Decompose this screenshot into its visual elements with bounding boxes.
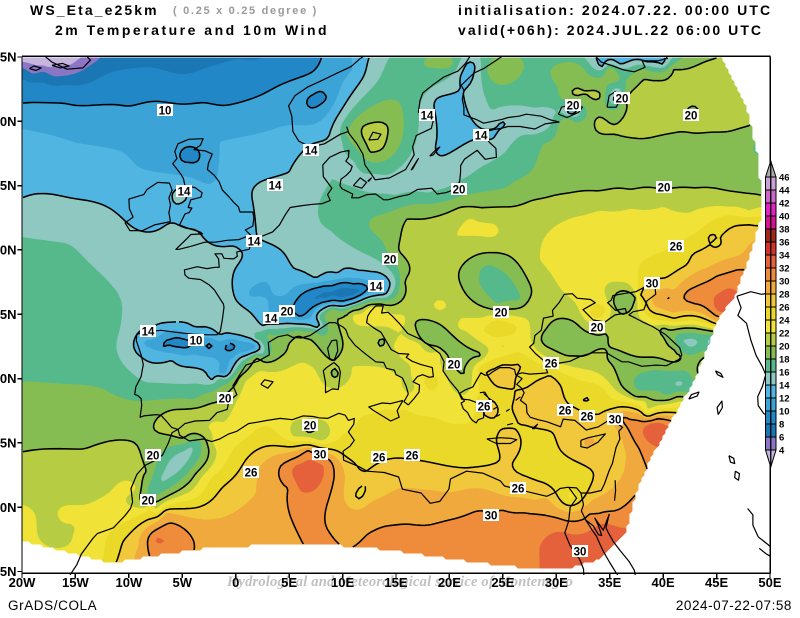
svg-text:26: 26 <box>373 452 386 464</box>
svg-text:26: 26 <box>245 467 258 479</box>
svg-text:20: 20 <box>219 393 232 405</box>
svg-text:14: 14 <box>370 281 383 293</box>
svg-text:20E: 20E <box>438 575 461 590</box>
svg-text:15W: 15W <box>62 575 89 590</box>
svg-text:26: 26 <box>478 401 491 413</box>
svg-text:30: 30 <box>574 546 587 558</box>
svg-text:42: 42 <box>779 198 790 209</box>
svg-text:10E: 10E <box>331 575 354 590</box>
svg-text:14: 14 <box>142 326 155 338</box>
svg-text:20: 20 <box>685 110 698 122</box>
svg-text:14: 14 <box>178 186 191 198</box>
svg-text:2024-07-22-07:58: 2024-07-22-07:58 <box>676 598 792 613</box>
svg-text:30: 30 <box>779 276 790 287</box>
svg-text:14: 14 <box>305 145 318 157</box>
svg-text:32: 32 <box>779 263 790 274</box>
svg-text:30: 30 <box>646 278 659 290</box>
svg-text:50E: 50E <box>758 575 781 590</box>
svg-text:55N: 55N <box>0 178 17 193</box>
svg-text:20: 20 <box>658 182 671 194</box>
svg-text:40: 40 <box>779 211 790 222</box>
svg-text:5W: 5W <box>173 575 193 590</box>
svg-text:26: 26 <box>670 241 683 253</box>
svg-text:28: 28 <box>779 289 790 300</box>
svg-text:26: 26 <box>545 358 558 370</box>
svg-text:20: 20 <box>448 359 461 371</box>
svg-text:14: 14 <box>248 236 261 248</box>
svg-text:30: 30 <box>609 414 622 426</box>
svg-text:20: 20 <box>495 307 508 319</box>
svg-text:30: 30 <box>485 510 498 522</box>
svg-text:36: 36 <box>779 237 790 248</box>
svg-text:20: 20 <box>567 100 580 112</box>
svg-text:18: 18 <box>779 354 790 365</box>
svg-text:10: 10 <box>779 406 790 417</box>
svg-text:GrADS/COLA: GrADS/COLA <box>8 598 97 613</box>
svg-text:20: 20 <box>281 306 294 318</box>
svg-text:45E: 45E <box>705 575 728 590</box>
svg-text:40N: 40N <box>0 371 17 386</box>
svg-text:50N: 50N <box>0 243 17 258</box>
svg-text:26: 26 <box>779 302 790 313</box>
svg-text:16: 16 <box>779 367 790 378</box>
svg-text:10: 10 <box>159 105 172 117</box>
svg-text:15E: 15E <box>384 575 407 590</box>
svg-text:45N: 45N <box>0 307 17 322</box>
svg-text:35E: 35E <box>598 575 621 590</box>
svg-text:0: 0 <box>232 575 239 590</box>
svg-text:14: 14 <box>779 380 790 391</box>
svg-text:44: 44 <box>779 185 790 196</box>
svg-text:60N: 60N <box>0 114 17 129</box>
svg-text:35N: 35N <box>0 436 17 451</box>
svg-text:Hydrological and Meteorologica: Hydrological and Meteorological service … <box>226 574 573 590</box>
svg-text:30E: 30E <box>545 575 568 590</box>
svg-text:20W: 20W <box>9 575 36 590</box>
svg-text:5E: 5E <box>281 575 297 590</box>
svg-text:38: 38 <box>779 224 790 235</box>
svg-text:14: 14 <box>475 130 488 142</box>
svg-text:12: 12 <box>779 393 790 404</box>
svg-text:26: 26 <box>559 405 572 417</box>
svg-text:14: 14 <box>269 180 282 192</box>
svg-text:10W: 10W <box>116 575 143 590</box>
svg-text:10: 10 <box>190 335 203 347</box>
svg-text:6: 6 <box>779 432 784 443</box>
svg-text:14: 14 <box>265 313 278 325</box>
svg-text:40E: 40E <box>652 575 675 590</box>
svg-text:24: 24 <box>779 315 790 326</box>
svg-text:8: 8 <box>779 419 784 430</box>
svg-text:25N: 25N <box>0 564 17 579</box>
svg-text:4: 4 <box>779 445 785 456</box>
svg-text:20: 20 <box>453 184 466 196</box>
svg-text:26: 26 <box>581 411 594 423</box>
svg-text:20: 20 <box>147 450 160 462</box>
svg-text:20: 20 <box>384 254 397 266</box>
svg-text:20: 20 <box>304 420 317 432</box>
svg-text:26: 26 <box>512 483 525 495</box>
svg-text:46: 46 <box>779 172 790 183</box>
svg-text:34: 34 <box>779 250 790 261</box>
svg-text:65N: 65N <box>0 50 17 65</box>
svg-text:20: 20 <box>142 495 155 507</box>
svg-text:30N: 30N <box>0 500 17 515</box>
svg-text:26: 26 <box>406 450 419 462</box>
svg-text:22: 22 <box>779 328 790 339</box>
svg-text:14: 14 <box>421 110 434 122</box>
svg-text:20: 20 <box>616 93 629 105</box>
svg-text:25E: 25E <box>491 575 514 590</box>
svg-text:20: 20 <box>779 341 790 352</box>
svg-text:20: 20 <box>591 322 604 334</box>
svg-text:30: 30 <box>314 449 327 461</box>
